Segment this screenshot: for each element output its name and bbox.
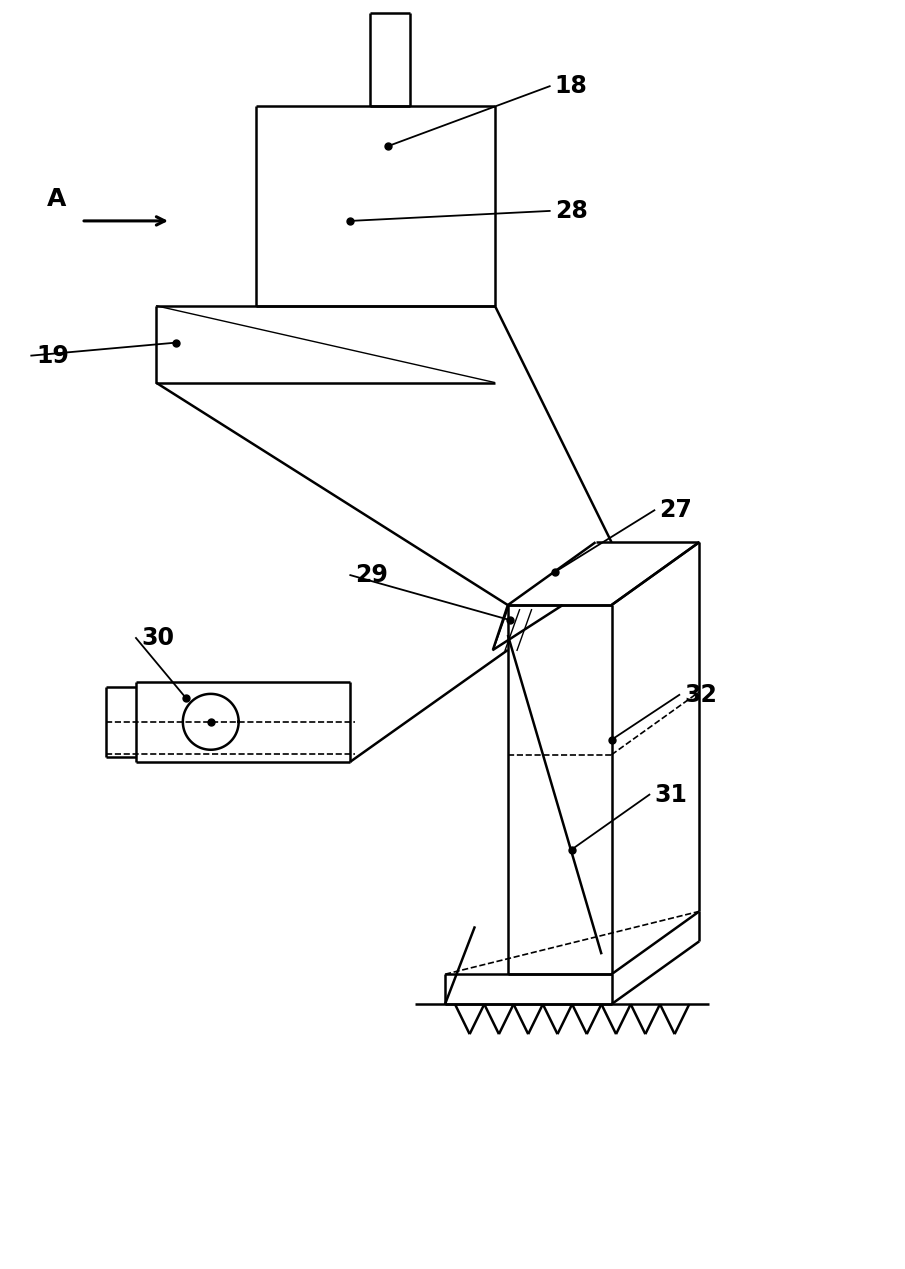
Text: 19: 19 bbox=[36, 344, 69, 368]
Text: 28: 28 bbox=[555, 199, 587, 223]
Text: 27: 27 bbox=[660, 499, 692, 523]
Text: 31: 31 bbox=[654, 783, 687, 807]
Text: A: A bbox=[46, 187, 66, 211]
Text: 29: 29 bbox=[356, 563, 388, 588]
Text: 18: 18 bbox=[555, 74, 587, 98]
Text: 32: 32 bbox=[684, 683, 717, 707]
Text: 30: 30 bbox=[141, 626, 174, 650]
